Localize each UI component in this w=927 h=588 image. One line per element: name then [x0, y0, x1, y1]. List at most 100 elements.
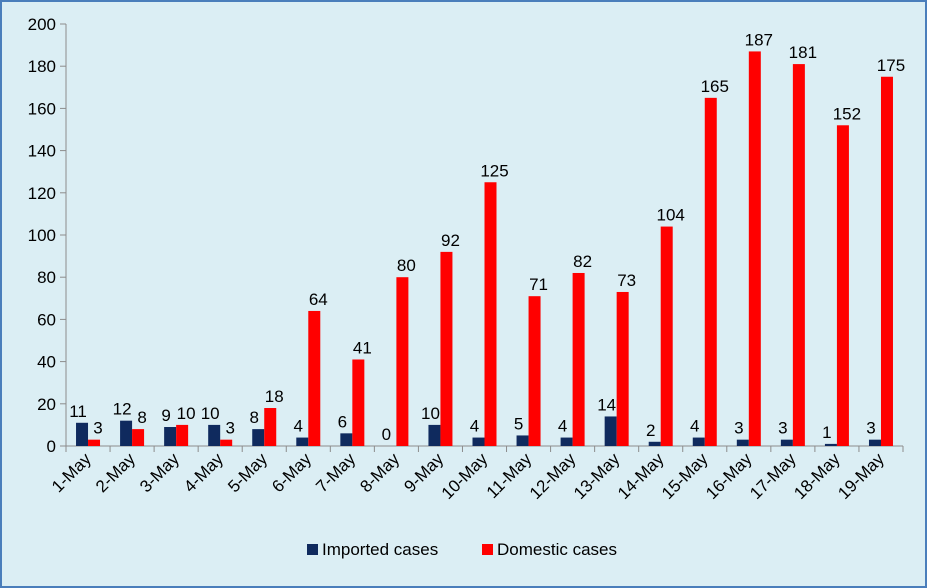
imported-bar [516, 435, 529, 446]
domestic-data-label: 82 [573, 252, 592, 271]
imported-data-label: 6 [338, 412, 347, 431]
domestic-bar [836, 125, 849, 446]
imported-data-label: 10 [421, 404, 440, 423]
imported-data-label: 3 [778, 419, 787, 438]
imported-data-label: 4 [294, 417, 303, 436]
legend-swatch-imported [307, 544, 318, 555]
y-axis-ticks: 0 20 40 60 80 100 120 140 160 180 200 [28, 15, 66, 456]
domestic-bar [528, 296, 541, 446]
imported-data-label: 0 [382, 425, 391, 444]
domestic-data-label: 104 [657, 206, 685, 225]
x-tick-label: 6-May [268, 449, 315, 496]
domestic-bar [352, 359, 365, 446]
domestic-data-label: 64 [309, 290, 328, 309]
y-tick-label: 120 [28, 184, 56, 203]
y-tick-label: 0 [47, 437, 56, 456]
imported-data-label: 4 [470, 417, 479, 436]
x-tick-label: 10-May [438, 449, 492, 503]
x-tick-label: 3-May [136, 449, 183, 496]
imported-data-label: 2 [646, 421, 655, 440]
domestic-data-label: 8 [137, 408, 146, 427]
imported-bar [824, 443, 837, 446]
domestic-bar [748, 51, 761, 447]
imported-data-label: 14 [597, 395, 616, 414]
imported-data-label: 10 [201, 404, 220, 423]
x-axis-ticks: 1-May2-May3-May4-May5-May6-May7-May8-May… [48, 446, 904, 503]
y-tick-label: 180 [28, 57, 56, 76]
domestic-bar [792, 64, 805, 446]
domestic-bar [396, 277, 409, 446]
imported-bar [164, 427, 177, 446]
domestic-data-label: 125 [480, 161, 508, 180]
imported-data-label: 5 [514, 414, 523, 433]
y-tick-label: 80 [37, 268, 56, 287]
legend-label-domestic: Domestic cases [497, 540, 617, 559]
x-tick-label: 15-May [658, 449, 712, 503]
domestic-data-label: 10 [177, 404, 196, 423]
imported-data-label: 1 [822, 423, 831, 442]
x-tick-label: 12-May [526, 449, 580, 503]
x-tick-label: 14-May [614, 449, 668, 503]
domestic-data-label: 41 [353, 338, 372, 357]
domestic-data-label: 187 [745, 30, 773, 49]
x-tick-label: 4-May [180, 449, 227, 496]
domestic-data-label: 181 [789, 43, 817, 62]
y-tick-label: 40 [37, 353, 56, 372]
x-tick-label: 1-May [48, 449, 95, 496]
imported-bar [120, 420, 133, 446]
imported-data-label: 4 [690, 417, 699, 436]
domestic-bar [572, 272, 585, 446]
domestic-data-label: 71 [529, 275, 548, 294]
imported-bar [76, 422, 89, 446]
imported-bar [340, 433, 353, 446]
imported-bar [604, 416, 617, 446]
y-tick-label: 20 [37, 395, 56, 414]
domestic-data-label: 92 [441, 231, 460, 250]
domestic-data-label: 80 [397, 256, 416, 275]
imported-data-label: 9 [161, 406, 170, 425]
domestic-bar [220, 439, 233, 446]
domestic-bar [88, 439, 101, 446]
x-tick-label: 18-May [790, 449, 844, 503]
imported-bar [780, 439, 793, 446]
imported-bar [648, 441, 661, 446]
domestic-data-label: 18 [265, 387, 284, 406]
domestic-bar [704, 97, 717, 446]
legend-label-imported: Imported cases [322, 540, 438, 559]
domestic-bar [308, 310, 321, 446]
imported-bar [472, 437, 485, 446]
y-tick-label: 60 [37, 310, 56, 329]
domestic-data-label: 3 [93, 419, 102, 438]
domestic-bar [484, 182, 497, 446]
imported-bar [428, 424, 441, 446]
x-tick-label: 17-May [746, 449, 800, 503]
domestic-data-label: 73 [617, 271, 636, 290]
imported-data-label: 8 [250, 408, 259, 427]
domestic-data-label: 3 [225, 419, 234, 438]
domestic-data-label: 165 [701, 77, 729, 96]
x-tick-label: 2-May [92, 449, 139, 496]
imported-bar [252, 429, 265, 446]
chart-bars [76, 51, 893, 447]
domestic-bar [176, 424, 189, 446]
imported-bar [692, 437, 705, 446]
imported-bar [736, 439, 749, 446]
imported-bar [868, 439, 881, 446]
x-tick-label: 5-May [224, 449, 271, 496]
y-tick-label: 200 [28, 15, 56, 34]
domestic-bar [264, 408, 277, 446]
domestic-data-label: 152 [833, 104, 861, 123]
imported-data-label: 11 [69, 402, 87, 421]
x-tick-label: 11-May [483, 449, 536, 502]
y-tick-label: 160 [28, 99, 56, 118]
y-tick-label: 140 [28, 142, 56, 161]
imported-data-label: 3 [734, 419, 743, 438]
domestic-bar [660, 226, 673, 446]
chart-legend: Imported cases Domestic cases [307, 540, 617, 559]
imported-data-label: 4 [558, 417, 567, 436]
domestic-bar [880, 76, 893, 446]
x-tick-label: 13-May [570, 449, 624, 503]
